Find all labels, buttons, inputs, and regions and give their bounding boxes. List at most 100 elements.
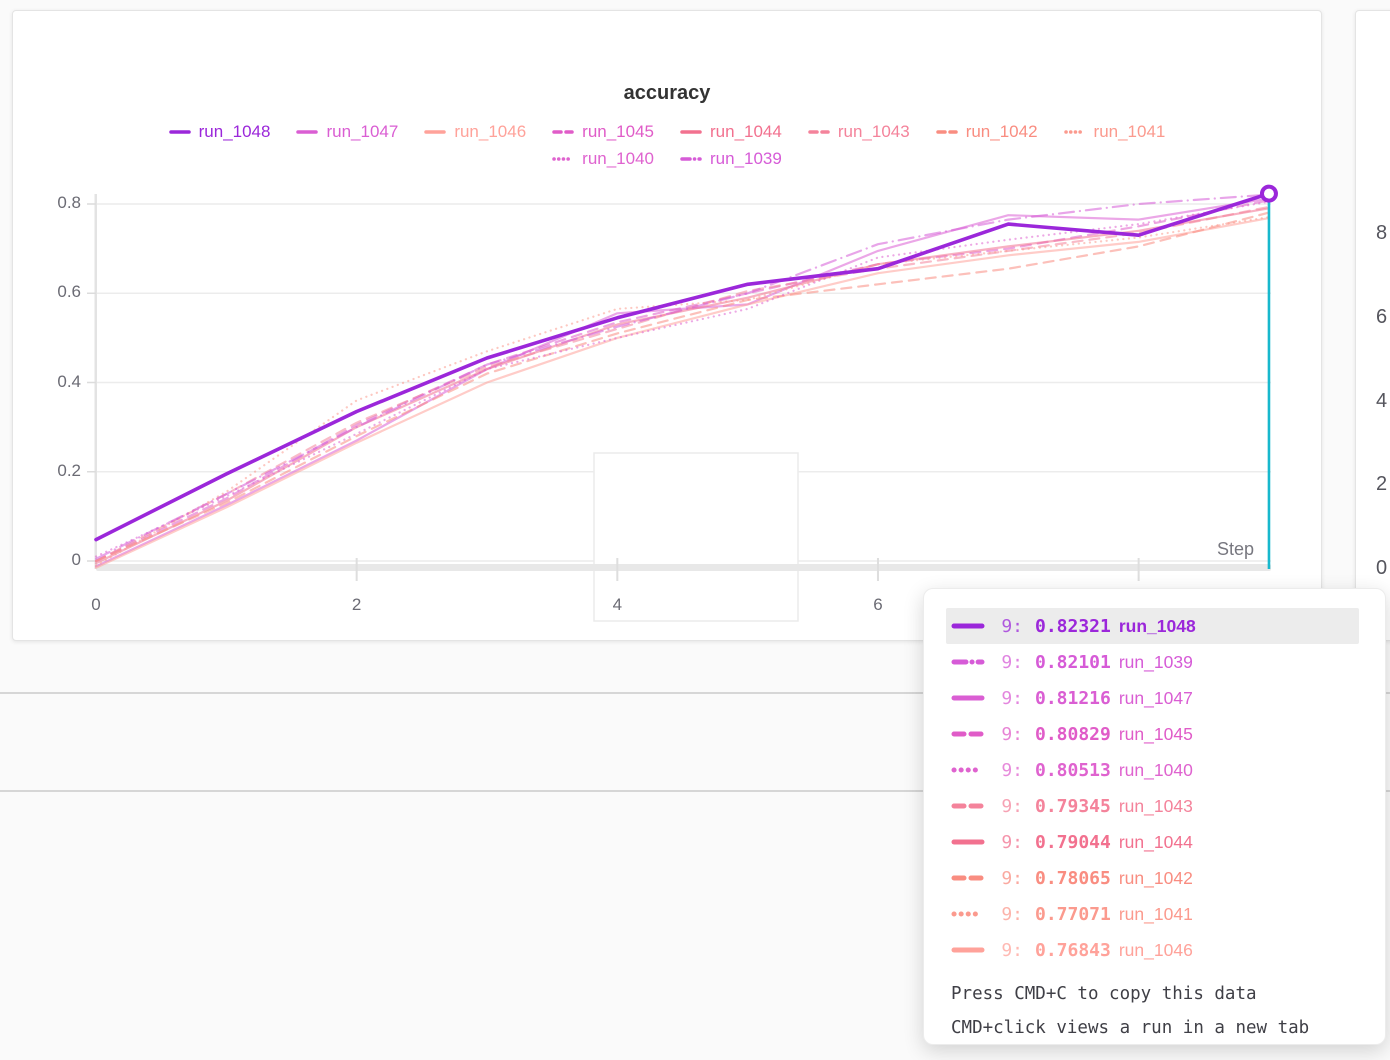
section-divider-top <box>0 692 1390 694</box>
tooltip-value: 0.76843 <box>1035 939 1111 961</box>
legend-swatch-icon <box>680 130 702 134</box>
tooltip-run-name: run_1045 <box>1118 723 1193 744</box>
legend-row-1: run_1048 run_1047 run_1046 run_1045 run_1044… <box>168 122 1165 142</box>
tooltip-row-run_1047[interactable]: 9: 0.81216 run_1047 <box>946 680 1359 716</box>
x-axis-line <box>96 564 1271 571</box>
tooltip-step: 9: <box>1001 831 1023 853</box>
series-line-run_1047 <box>94 197 1271 568</box>
tooltip-rows: 9: 0.82321 run_1048 9: 0.82101 run_1039 9: 0.81… <box>924 608 1385 968</box>
tooltip-swatch-icon <box>951 875 985 881</box>
legend-swatch-icon <box>552 157 574 161</box>
tooltip-footer: Press CMD+C to copy this data CMD+click … <box>951 977 1365 1045</box>
series-line-run_1043 <box>94 205 1271 563</box>
tooltip-row-run_1045[interactable]: 9: 0.80829 run_1045 <box>946 716 1359 752</box>
x-axis-title: Step <box>1216 539 1254 559</box>
chart-legend: run_1048 run_1047 run_1046 run_1045 run_1044… <box>13 122 1321 169</box>
tooltip-step: 9: <box>1001 723 1023 745</box>
legend-label: run_1040 <box>582 149 654 168</box>
legend-label: run_1048 <box>198 122 271 141</box>
tooltip-swatch-icon <box>951 803 985 809</box>
tooltip-row-run_1048[interactable]: 9: 0.82321 run_1048 <box>946 608 1359 644</box>
legend-item-run_1043[interactable]: run_1043 <box>808 122 910 142</box>
legend-swatch-icon <box>935 130 958 134</box>
tooltip-value: 0.79345 <box>1035 795 1111 817</box>
tooltip-run-name: run_1046 <box>1118 939 1193 960</box>
tooltip-row-run_1039[interactable]: 9: 0.82101 run_1039 <box>946 644 1359 680</box>
tooltip-step: 9: <box>1001 903 1023 925</box>
chart-canvas[interactable] <box>13 11 1321 640</box>
legend-label: run_1047 <box>326 122 399 141</box>
tooltip-run-name: run_1047 <box>1118 687 1193 708</box>
tooltip-step: 9: <box>1001 615 1023 637</box>
legend-item-run_1040[interactable]: run_1040 <box>552 149 654 169</box>
x-tick-label: 6 <box>873 595 883 614</box>
y-tick-mark <box>87 203 96 205</box>
legend-label: run_1044 <box>710 122 782 141</box>
tooltip-step: 9: <box>1001 651 1023 673</box>
tooltip-run-name: run_1044 <box>1118 831 1193 852</box>
tooltip-run-name: run_1040 <box>1118 759 1193 780</box>
legend-label: run_1043 <box>837 122 910 141</box>
x-tick-label: 0 <box>91 595 101 614</box>
adjacent-chart-panel[interactable]: 8 6 4 2 0 <box>1355 10 1390 641</box>
legend-item-run_1046[interactable]: run_1046 <box>424 122 526 142</box>
legend-item-run_1042[interactable]: run_1042 <box>935 122 1038 142</box>
tooltip-swatch-icon <box>951 947 985 953</box>
legend-item-run_1048[interactable]: run_1048 <box>168 122 271 142</box>
chart-tooltip: 9: 0.82321 run_1048 9: 0.82101 run_1039 9: 0.81… <box>923 588 1386 1045</box>
y-tick-mark <box>87 381 96 384</box>
legend-swatch-icon <box>168 130 191 134</box>
x-tick-mark <box>1137 558 1140 581</box>
tooltip-run-name: run_1039 <box>1118 651 1193 672</box>
legend-swatch-icon <box>552 130 574 134</box>
y-tick-label: 0.6 <box>57 282 81 302</box>
legend-swatch-icon <box>680 157 702 161</box>
x-tick-label: 4 <box>612 595 623 614</box>
adjacent-y-tick-label: 2 <box>1376 473 1388 496</box>
tooltip-row-run_1041[interactable]: 9: 0.77071 run_1041 <box>946 896 1359 932</box>
legend-item-run_1045[interactable]: run_1045 <box>552 122 654 142</box>
section-divider-bottom <box>0 790 1390 792</box>
chart-title: accuracy <box>623 82 711 104</box>
legend-item-run_1047[interactable]: run_1047 <box>296 122 398 142</box>
tooltip-value: 0.81216 <box>1035 687 1111 709</box>
tooltip-hint-newtab: CMD+click views a run in a new tab <box>951 1018 1310 1038</box>
tooltip-step: 9: <box>1001 795 1023 817</box>
legend-label: run_1045 <box>582 122 654 141</box>
legend-label: run_1046 <box>454 122 527 141</box>
legend-item-run_1039[interactable]: run_1039 <box>680 149 782 169</box>
tooltip-swatch-icon <box>951 767 985 773</box>
tooltip-row-run_1043[interactable]: 9: 0.79345 run_1043 <box>946 788 1359 824</box>
legend-swatch-icon <box>1063 130 1086 134</box>
tooltip-swatch-icon <box>951 695 985 701</box>
legend-item-run_1041[interactable]: run_1041 <box>1063 122 1165 142</box>
accuracy-chart-panel[interactable]: accuracy run_1048 run_1047 run_1046 run_104… <box>12 10 1322 641</box>
y-tick-label: 0 <box>71 550 81 569</box>
tooltip-swatch-icon <box>951 731 985 737</box>
tooltip-swatch-icon <box>951 659 985 665</box>
y-tick-label: 0.4 <box>57 371 81 391</box>
hover-box <box>593 452 799 622</box>
tooltip-row-run_1040[interactable]: 9: 0.80513 run_1040 <box>946 752 1359 788</box>
tooltip-step: 9: <box>1001 687 1023 709</box>
series-line-run_1041 <box>94 216 1271 567</box>
tooltip-swatch-icon <box>951 623 985 629</box>
legend-item-run_1044[interactable]: run_1044 <box>680 122 782 142</box>
adjacent-y-tick-label: 4 <box>1376 389 1388 412</box>
tooltip-step: 9: <box>1001 759 1023 781</box>
tooltip-row-run_1042[interactable]: 9: 0.78065 run_1042 <box>946 860 1359 896</box>
series-line-run_1048 <box>94 191 1271 542</box>
adjacent-y-tick-label: 0 <box>1376 557 1388 579</box>
tooltip-swatch-icon <box>951 839 985 845</box>
y-tick-mark <box>87 292 96 294</box>
tooltip-row-run_1046[interactable]: 9: 0.76843 run_1046 <box>946 932 1359 968</box>
y-tick-label: 0.8 <box>57 193 81 212</box>
y-tick-mark <box>87 560 96 562</box>
x-tick-mark <box>616 558 619 581</box>
series-line-run_1044 <box>94 207 1271 565</box>
legend-row-2: run_1040 run_1039 <box>552 149 782 169</box>
y-axis-labels: 0 0.2 0.4 0.6 0.8 <box>13 11 81 640</box>
adjacent-y-tick-label: 6 <box>1376 305 1388 328</box>
tooltip-row-run_1044[interactable]: 9: 0.79044 run_1044 <box>946 824 1359 860</box>
y-axis-line <box>94 194 97 569</box>
